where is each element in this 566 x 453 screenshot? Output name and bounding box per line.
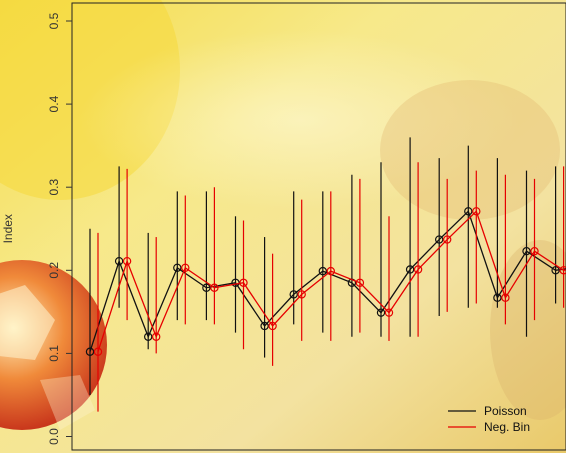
data-point [260, 321, 269, 331]
data-point [501, 293, 510, 302]
data-point [239, 278, 248, 287]
y-axis-label: Index [1, 214, 15, 243]
y-tick-label: 0.0 [47, 428, 61, 445]
data-point [376, 308, 386, 317]
data-point [355, 278, 365, 287]
data-point [318, 266, 327, 276]
background-figure [380, 80, 560, 220]
data-point [493, 293, 502, 302]
data-point [122, 256, 132, 266]
series-neg-bin [93, 162, 566, 412]
data-point [551, 266, 560, 275]
data-point [522, 246, 531, 256]
data-point [413, 265, 423, 274]
data-point [231, 278, 240, 287]
data-point [181, 263, 190, 273]
series-line [97, 210, 566, 352]
data-point [464, 207, 473, 216]
data-point [85, 347, 95, 356]
y-tick-label: 0.1 [47, 345, 61, 362]
y-tick-label: 0.4 [47, 95, 61, 112]
y-tick-label: 0.2 [47, 262, 61, 279]
data-point [326, 266, 335, 276]
data-point [143, 332, 153, 341]
legend-label: Poisson [484, 404, 527, 418]
data-point [559, 266, 566, 275]
y-tick-label: 0.3 [47, 179, 61, 196]
data-point [202, 283, 211, 292]
data-point [210, 283, 219, 292]
data-point [114, 256, 124, 266]
legend: Poisson Neg. Bin [448, 404, 530, 434]
data-point [443, 235, 452, 244]
data-point [93, 347, 103, 356]
series-line [89, 210, 566, 352]
y-tick-label: 0.5 [47, 12, 61, 29]
data-point [405, 265, 415, 274]
data-point [435, 235, 444, 244]
data-point [297, 290, 306, 299]
data-point [384, 308, 394, 317]
data-point [268, 321, 277, 331]
soccer-ball-decoration [0, 260, 107, 430]
plot-frame [71, 2, 566, 451]
data-point [530, 246, 539, 256]
data-point [289, 290, 298, 299]
legend-label: Neg. Bin [484, 420, 530, 434]
background-figure-lower [490, 240, 566, 420]
data-point [472, 207, 481, 216]
data-point [173, 263, 182, 273]
data-point [151, 332, 161, 341]
